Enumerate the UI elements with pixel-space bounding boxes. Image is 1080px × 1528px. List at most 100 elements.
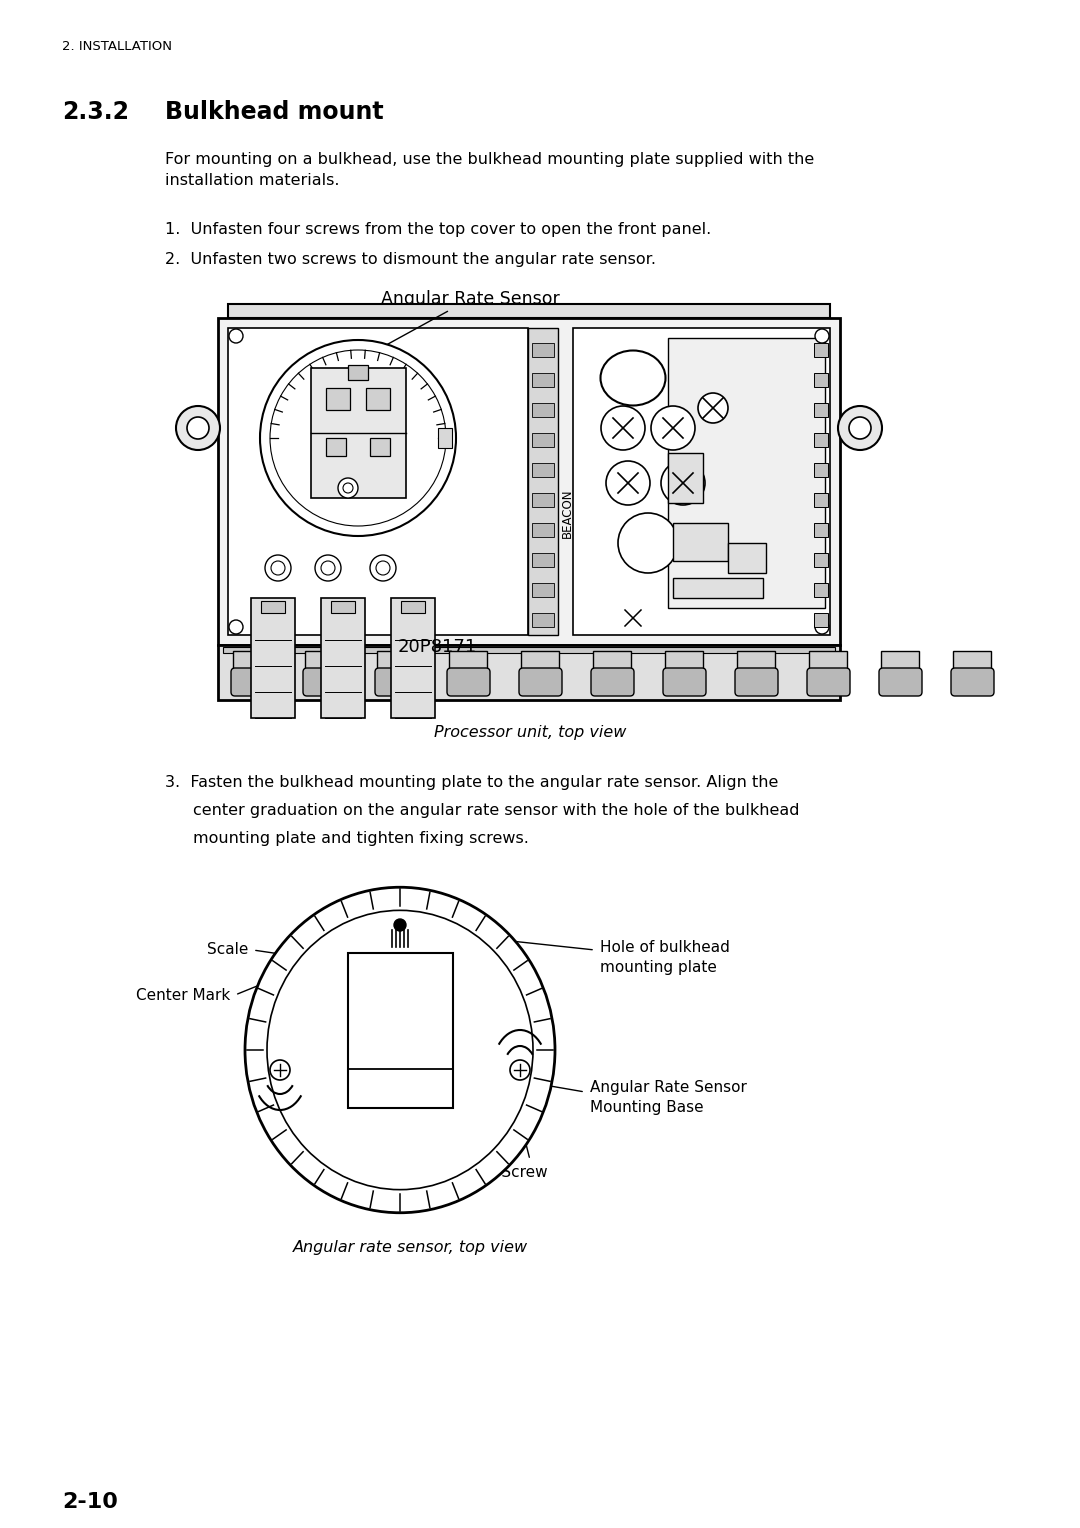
Circle shape bbox=[661, 461, 705, 504]
FancyBboxPatch shape bbox=[447, 668, 490, 695]
Bar bbox=[673, 578, 762, 597]
FancyBboxPatch shape bbox=[231, 668, 274, 695]
Bar bbox=[665, 651, 703, 672]
Bar bbox=[222, 646, 835, 652]
Bar bbox=[528, 329, 558, 636]
Text: 2.  Unfasten two screws to dismount the angular rate sensor.: 2. Unfasten two screws to dismount the a… bbox=[165, 252, 656, 267]
Text: BEACON: BEACON bbox=[561, 487, 573, 538]
Bar bbox=[370, 439, 390, 455]
Bar bbox=[532, 523, 554, 536]
Bar bbox=[532, 403, 554, 417]
Text: Scale: Scale bbox=[206, 943, 248, 958]
Bar bbox=[330, 601, 355, 613]
FancyBboxPatch shape bbox=[591, 668, 634, 695]
Circle shape bbox=[838, 406, 882, 451]
Circle shape bbox=[815, 329, 829, 342]
Bar bbox=[814, 613, 828, 626]
Circle shape bbox=[270, 1060, 291, 1080]
Ellipse shape bbox=[245, 888, 555, 1213]
Circle shape bbox=[265, 555, 291, 581]
Bar bbox=[261, 601, 285, 613]
FancyBboxPatch shape bbox=[879, 668, 922, 695]
FancyBboxPatch shape bbox=[735, 668, 778, 695]
Text: mounting plate and tighten fixing screws.: mounting plate and tighten fixing screws… bbox=[193, 831, 529, 847]
Bar bbox=[669, 452, 703, 503]
Bar bbox=[366, 388, 390, 410]
Circle shape bbox=[815, 620, 829, 634]
Circle shape bbox=[394, 918, 406, 931]
Ellipse shape bbox=[600, 350, 665, 405]
Bar bbox=[669, 338, 825, 608]
Bar bbox=[814, 584, 828, 597]
Circle shape bbox=[698, 393, 728, 423]
Bar bbox=[532, 463, 554, 477]
Bar bbox=[737, 651, 775, 672]
Circle shape bbox=[229, 620, 243, 634]
Text: 2-10: 2-10 bbox=[62, 1491, 118, 1513]
Bar bbox=[814, 523, 828, 536]
Bar bbox=[391, 597, 435, 718]
Bar bbox=[532, 373, 554, 387]
Text: For mounting on a bulkhead, use the bulkhead mounting plate supplied with the
in: For mounting on a bulkhead, use the bulk… bbox=[165, 151, 814, 188]
Bar bbox=[532, 342, 554, 358]
Text: center graduation on the angular rate sensor with the hole of the bulkhead: center graduation on the angular rate se… bbox=[193, 804, 799, 817]
Circle shape bbox=[651, 406, 696, 451]
Bar bbox=[521, 651, 559, 672]
Bar bbox=[438, 428, 453, 448]
Bar bbox=[532, 432, 554, 448]
Bar bbox=[814, 342, 828, 358]
Bar bbox=[814, 373, 828, 387]
Bar bbox=[218, 318, 840, 645]
Bar bbox=[348, 952, 453, 1108]
Text: 3.  Fasten the bulkhead mounting plate to the angular rate sensor. Align the: 3. Fasten the bulkhead mounting plate to… bbox=[165, 775, 779, 790]
Bar bbox=[233, 651, 271, 672]
Circle shape bbox=[315, 555, 341, 581]
Bar bbox=[673, 523, 728, 561]
Bar bbox=[881, 651, 919, 672]
Bar bbox=[809, 651, 847, 672]
Bar bbox=[326, 388, 350, 410]
Circle shape bbox=[370, 555, 396, 581]
Bar bbox=[814, 463, 828, 477]
FancyBboxPatch shape bbox=[663, 668, 706, 695]
FancyBboxPatch shape bbox=[375, 668, 418, 695]
Text: Hole of bulkhead
mounting plate: Hole of bulkhead mounting plate bbox=[600, 940, 730, 975]
Bar bbox=[218, 645, 840, 700]
Circle shape bbox=[260, 341, 456, 536]
Bar bbox=[573, 329, 831, 636]
Circle shape bbox=[618, 513, 678, 573]
FancyBboxPatch shape bbox=[807, 668, 850, 695]
Text: Angular rate sensor, top view: Angular rate sensor, top view bbox=[293, 1241, 527, 1254]
Circle shape bbox=[176, 406, 220, 451]
Bar bbox=[593, 651, 631, 672]
Circle shape bbox=[510, 1060, 530, 1080]
Bar bbox=[814, 432, 828, 448]
Bar bbox=[228, 304, 831, 318]
Bar bbox=[326, 439, 346, 455]
FancyBboxPatch shape bbox=[303, 668, 346, 695]
Bar bbox=[348, 365, 368, 380]
Circle shape bbox=[600, 406, 645, 451]
Bar bbox=[814, 553, 828, 567]
Circle shape bbox=[187, 417, 210, 439]
Bar bbox=[377, 651, 415, 672]
Text: Fixing Screw: Fixing Screw bbox=[453, 1164, 548, 1180]
Bar bbox=[814, 403, 828, 417]
FancyBboxPatch shape bbox=[951, 668, 994, 695]
Bar bbox=[321, 597, 365, 718]
Text: Center Mark: Center Mark bbox=[136, 987, 230, 1002]
Bar bbox=[532, 584, 554, 597]
Circle shape bbox=[849, 417, 870, 439]
Text: Angular Rate Sensor: Angular Rate Sensor bbox=[380, 290, 559, 309]
Bar bbox=[305, 651, 343, 672]
Bar bbox=[401, 601, 426, 613]
Circle shape bbox=[338, 478, 357, 498]
Bar bbox=[532, 553, 554, 567]
Bar bbox=[953, 651, 991, 672]
Text: 20P8171: 20P8171 bbox=[399, 639, 477, 656]
Text: 2.3.2: 2.3.2 bbox=[62, 99, 129, 124]
Text: 1.  Unfasten four screws from the top cover to open the front panel.: 1. Unfasten four screws from the top cov… bbox=[165, 222, 712, 237]
Bar bbox=[728, 542, 766, 573]
Bar bbox=[814, 494, 828, 507]
Bar bbox=[228, 329, 528, 636]
